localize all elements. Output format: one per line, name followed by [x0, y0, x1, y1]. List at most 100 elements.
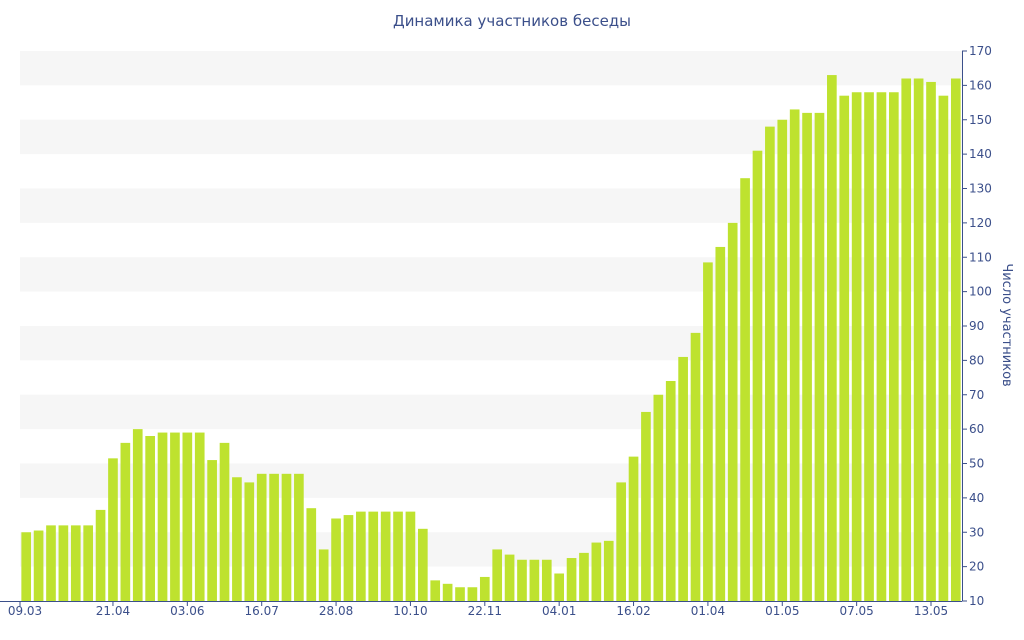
bar[interactable]: [219, 442, 230, 601]
bar[interactable]: [901, 78, 912, 602]
bar[interactable]: [492, 549, 503, 601]
y-tick-label: 40: [969, 491, 984, 505]
bar[interactable]: [851, 92, 862, 601]
bar[interactable]: [306, 508, 317, 601]
bar[interactable]: [827, 75, 837, 601]
y-tick-label: 140: [969, 147, 992, 161]
bar[interactable]: [752, 150, 763, 601]
bar[interactable]: [356, 511, 366, 601]
bar[interactable]: [641, 411, 651, 601]
bar[interactable]: [405, 511, 416, 601]
bar[interactable]: [467, 587, 478, 601]
bar[interactable]: [504, 554, 515, 601]
y-tick-label: 20: [969, 560, 984, 574]
y-tick-label: 80: [969, 353, 984, 367]
y-tick-label: 130: [969, 182, 992, 196]
bar[interactable]: [579, 552, 589, 601]
bar[interactable]: [913, 78, 924, 602]
y-tick-label: 100: [969, 285, 992, 299]
bar[interactable]: [318, 549, 329, 601]
bar[interactable]: [244, 482, 255, 601]
bars: [21, 75, 961, 602]
x-tick-label: 13.05: [914, 604, 948, 618]
bar[interactable]: [380, 511, 391, 601]
bar[interactable]: [888, 92, 899, 601]
bar[interactable]: [58, 525, 69, 601]
bar[interactable]: [430, 580, 441, 601]
bar[interactable]: [678, 356, 688, 601]
bar[interactable]: [690, 332, 701, 601]
bar[interactable]: [120, 442, 131, 601]
bar[interactable]: [83, 525, 94, 601]
bar[interactable]: [839, 95, 850, 601]
bar[interactable]: [33, 530, 44, 601]
bar[interactable]: [182, 432, 193, 601]
bar[interactable]: [938, 95, 949, 601]
bar[interactable]: [46, 525, 56, 601]
bar[interactable]: [529, 559, 540, 601]
bar[interactable]: [232, 477, 242, 601]
x-tick-label: 03.06: [170, 604, 204, 618]
bar[interactable]: [95, 509, 106, 601]
bar[interactable]: [294, 473, 304, 601]
bar[interactable]: [628, 456, 639, 601]
bar[interactable]: [864, 92, 874, 601]
bar[interactable]: [132, 429, 143, 601]
bar[interactable]: [591, 542, 602, 601]
bar[interactable]: [765, 126, 775, 601]
bar[interactable]: [740, 178, 750, 601]
bar[interactable]: [479, 576, 490, 601]
y-tick-label: 150: [969, 113, 992, 127]
y-tick-label: 60: [969, 422, 984, 436]
bar[interactable]: [554, 573, 565, 602]
bar[interactable]: [665, 381, 676, 601]
y-tick-label: 170: [969, 44, 992, 58]
x-tick-label: 01.04: [691, 604, 725, 618]
y-tick-label: 110: [969, 250, 992, 264]
bar[interactable]: [950, 78, 961, 602]
bar[interactable]: [269, 473, 279, 601]
bar[interactable]: [256, 473, 267, 601]
bar[interactable]: [145, 436, 155, 601]
bar[interactable]: [777, 119, 788, 601]
bar[interactable]: [715, 246, 726, 601]
bar[interactable]: [876, 92, 887, 601]
bar[interactable]: [566, 558, 577, 601]
x-tick-label: 01.05: [765, 604, 799, 618]
y-tick-label: 120: [969, 216, 992, 230]
bar[interactable]: [343, 515, 354, 601]
bar[interactable]: [170, 432, 180, 601]
bar[interactable]: [653, 394, 664, 601]
bar[interactable]: [108, 458, 118, 601]
bar[interactable]: [368, 511, 379, 601]
y-axis-title: Число участников: [999, 263, 1014, 386]
y-tick-label: 160: [969, 78, 992, 92]
y-axis: 10 20 30 40 50 60 70 80 90 100 110 120 130 140 150 160 1…: [962, 44, 992, 608]
bar[interactable]: [417, 528, 428, 601]
bar[interactable]: [789, 109, 800, 601]
bar[interactable]: [541, 559, 552, 601]
bar[interactable]: [802, 112, 812, 601]
bar[interactable]: [442, 583, 453, 601]
bar[interactable]: [814, 112, 825, 601]
bar[interactable]: [603, 540, 614, 601]
bar[interactable]: [157, 432, 168, 601]
bar[interactable]: [616, 482, 626, 601]
x-tick-label: 04.01: [542, 604, 576, 618]
bar[interactable]: [21, 532, 32, 601]
bar[interactable]: [331, 518, 341, 602]
bar[interactable]: [455, 587, 465, 601]
x-axis: 09.03 21.04 03.06 16.07 28.08 10.10 22.11 04.01…: [0, 601, 962, 618]
bar[interactable]: [926, 81, 936, 601]
bar[interactable]: [207, 460, 217, 601]
bar[interactable]: [727, 222, 738, 601]
bar[interactable]: [703, 262, 713, 601]
y-tick-label: 70: [969, 388, 984, 402]
bar[interactable]: [517, 559, 527, 601]
bar[interactable]: [281, 473, 292, 601]
bar[interactable]: [393, 511, 403, 601]
bar[interactable]: [70, 525, 81, 601]
bar[interactable]: [194, 432, 205, 601]
x-tick-label: 28.08: [319, 604, 353, 618]
